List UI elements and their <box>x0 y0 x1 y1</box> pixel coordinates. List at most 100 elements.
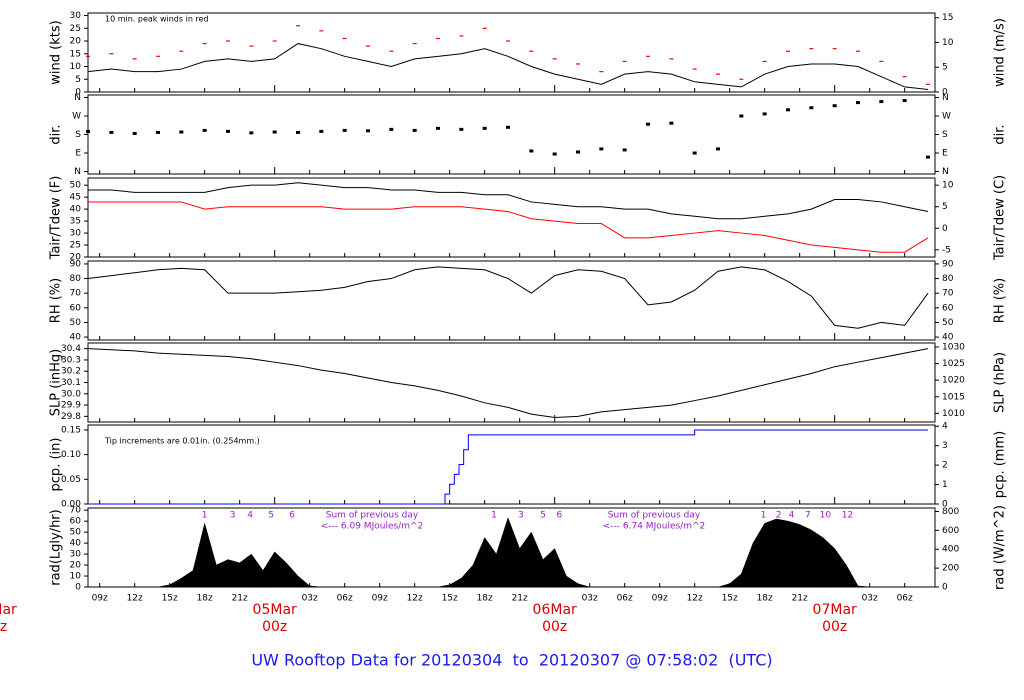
y-tick-label: E <box>75 149 81 159</box>
y2-tick-label: 15 <box>942 13 953 23</box>
y2-tick-label: 10 <box>942 181 954 191</box>
dir-point <box>86 129 90 133</box>
panel-frame <box>87 342 936 423</box>
dir-point <box>926 155 930 159</box>
y2-tick-label: S <box>942 130 948 140</box>
hour-mark: 12 <box>842 511 853 521</box>
y-tick-label: 50 <box>70 528 82 538</box>
x-tick-label: 03z <box>582 594 598 604</box>
panel-note: 10 min. peak winds in red <box>105 15 209 24</box>
y-axis-label: dir. <box>49 124 64 144</box>
y-tick-label: 50 <box>70 318 82 328</box>
y2-tick-label: 1025 <box>942 359 965 369</box>
dir-point <box>599 147 604 151</box>
dir-point <box>436 126 440 130</box>
y-tick-label: 15 <box>70 49 81 59</box>
dir-point <box>716 147 720 151</box>
dir-point <box>809 106 814 110</box>
y2-tick-label: 800 <box>942 507 959 517</box>
y-tick-label: 35 <box>70 217 81 227</box>
y-tick-label: 45 <box>70 193 81 203</box>
y-tick-label: 50 <box>70 181 82 191</box>
x-tick-label: 06z <box>337 594 353 604</box>
y-tick-label: 30.2 <box>61 367 81 377</box>
y-tick-label: 30 <box>70 229 82 239</box>
dir-point <box>482 126 487 130</box>
panel-note: Tip increments are 0.01in. (0.254mm.) <box>104 437 260 446</box>
hour-mark: 6 <box>556 511 562 521</box>
x-tick-label: 09z <box>372 594 388 604</box>
y-tick-label: 30 <box>70 550 82 560</box>
dir-point <box>832 104 837 108</box>
day-sublabel: 00z <box>262 619 287 635</box>
y-tick-label: 60 <box>70 517 82 527</box>
y2-tick-label: 1010 <box>942 409 965 419</box>
day-sublabel: 00z <box>822 619 847 635</box>
x-tick-label: 12z <box>407 594 423 604</box>
y-tick-label: 90 <box>70 259 82 269</box>
hour-mark: 5 <box>540 511 546 521</box>
y-tick-label: 25 <box>70 24 81 34</box>
hour-mark: 2 <box>776 511 782 521</box>
dir-point <box>132 131 137 135</box>
y2-tick-label: 70 <box>942 289 954 299</box>
y2-tick-label: 400 <box>942 545 959 555</box>
y2-tick-label: E <box>942 149 948 159</box>
y2-tick-label: 600 <box>942 526 959 536</box>
y2-tick-label: 10 <box>942 38 954 48</box>
y-tick-label: 60 <box>70 303 82 313</box>
y2-axis-label: pcp. (mm) <box>993 431 1008 498</box>
y2-axis-label: wind (m/s) <box>993 18 1008 87</box>
y-tick-label: N <box>74 167 81 177</box>
series-line <box>88 182 929 220</box>
y2-tick-label: W <box>942 111 951 121</box>
y2-tick-label: 1030 <box>942 342 965 352</box>
dir-point <box>669 121 674 125</box>
x-tick-label: 09z <box>652 594 668 604</box>
y-tick-label: 10 <box>70 572 82 582</box>
dir-point <box>319 129 324 133</box>
x-tick-label: 03z <box>302 594 318 604</box>
y2-tick-label: 1 <box>942 480 948 490</box>
day-label: 04Mar <box>0 602 17 618</box>
y-tick-label: W <box>72 111 81 121</box>
y2-tick-label: 40 <box>942 333 954 343</box>
x-tick-label: 18z <box>197 594 213 604</box>
x-tick-label: 15z <box>722 594 738 604</box>
radiation-note: Sum of previous day <box>608 511 701 521</box>
y-tick-label: 29.8 <box>61 412 81 422</box>
y2-tick-label: 200 <box>942 564 959 574</box>
y2-tick-label: 0 <box>942 583 948 593</box>
y-axis-label: wind (kts) <box>49 20 64 84</box>
dir-point <box>622 148 627 152</box>
y-axis-label: Tair/Tdew (F) <box>49 176 64 261</box>
dir-point <box>739 114 744 118</box>
hour-mark: 3 <box>230 511 236 521</box>
dir-point <box>156 130 160 134</box>
y2-axis-label: dir. <box>993 124 1008 144</box>
y-tick-label: 30.0 <box>61 389 81 399</box>
y-axis-label: pcp. (in) <box>49 438 64 492</box>
series-line <box>88 201 929 253</box>
series-line <box>87 348 929 418</box>
dir-point <box>412 128 417 132</box>
y-tick-label: 0.00 <box>61 500 81 510</box>
y2-axis-label: Tair/Tdew (C) <box>993 175 1008 261</box>
y2-tick-label: 90 <box>942 259 954 269</box>
radiation-area <box>88 517 928 588</box>
dir-point <box>552 152 557 156</box>
y2-tick-label: 0 <box>942 88 948 98</box>
dir-point <box>762 112 767 116</box>
x-tick-label: 06z <box>617 594 633 604</box>
y-tick-label: 0.15 <box>61 425 81 435</box>
y-tick-label: 30 <box>70 11 82 21</box>
y-tick-label: 40 <box>70 205 82 215</box>
day-sublabel: 00z <box>0 619 7 635</box>
x-tick-label: 18z <box>477 594 493 604</box>
radiation-note: <--- 6.09 MJoules/m^2 <box>321 522 423 532</box>
dir-point <box>506 125 510 129</box>
y-tick-label: 0.05 <box>61 475 81 485</box>
dir-point <box>576 150 580 154</box>
day-label: 05Mar <box>253 602 297 618</box>
